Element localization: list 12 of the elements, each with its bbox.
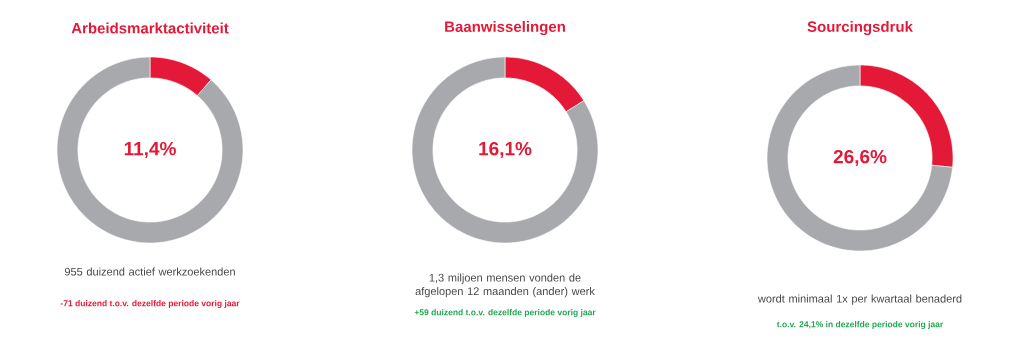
chart-title: Baanwisselingen (445, 20, 565, 36)
text: wordt minimaal 1x per kwartaal benaderd (757, 294, 962, 305)
text: +59 duizend t.o.v. dezelfde periode vorig jaar (414, 309, 596, 317)
text: 955 duizend actief werkzoekenden (64, 267, 235, 276)
text: 16,1% (479, 141, 532, 159)
text: 11,4% (124, 141, 176, 159)
text: 26,6% (833, 149, 887, 167)
text: t.o.v. 24,1% in dezelfde periode vorig jaar (776, 321, 944, 329)
chart-title: Arbeidsmarktactiviteit (71, 22, 229, 34)
text: 1,3 miljoen mensen vonden de afgelopen 12 maanden (ander) werk (415, 273, 595, 298)
text: -71 duizend t.o.v. dezelfde periode vorig jaar (60, 300, 240, 308)
chart-title: Sourcingsdruk (807, 20, 913, 36)
